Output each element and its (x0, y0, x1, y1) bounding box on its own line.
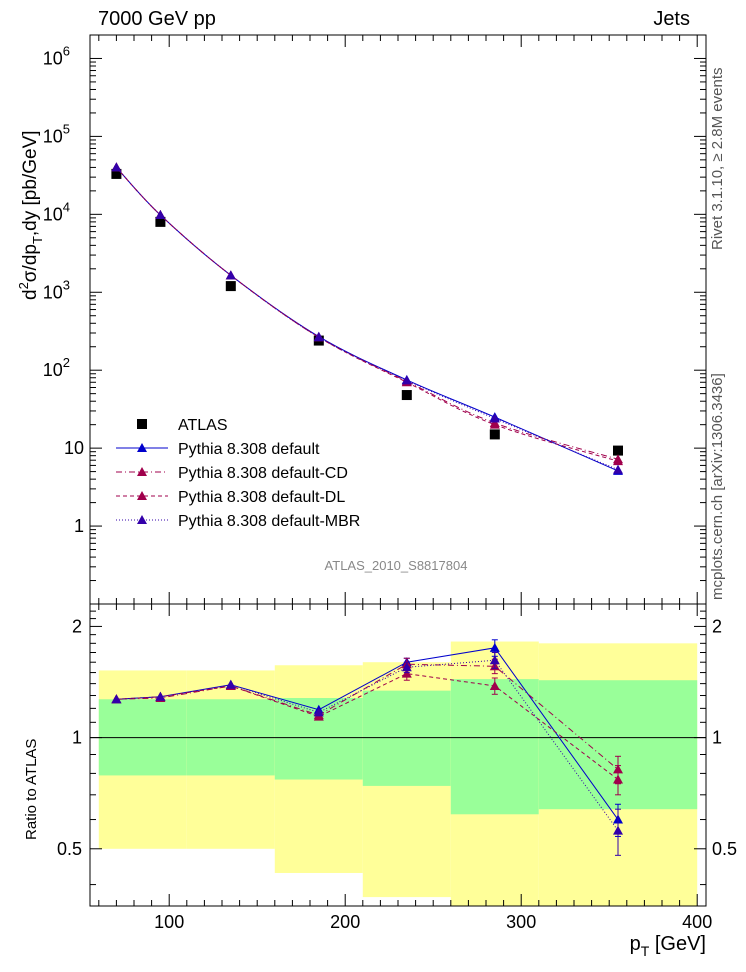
data-point-data (111, 168, 122, 179)
y-tick-label: 102 (43, 355, 70, 380)
ratio-point-dl (489, 680, 500, 690)
collision-label: 7000 GeV pp (98, 8, 216, 30)
data-point-mbr (313, 332, 324, 342)
process-label: Jets (653, 8, 690, 30)
data-point-dl (613, 456, 623, 466)
data-point-data (155, 216, 166, 227)
legend-item-mbr: Pythia 8.308 default-MBR (116, 513, 360, 530)
legend-item-default: Pythia 8.308 default (116, 441, 320, 458)
ratio-point-mbr (225, 679, 236, 689)
y-tick-label: 103 (43, 277, 70, 302)
data-point-mbr (155, 210, 166, 220)
x-axis-label: pT [GeV] (630, 933, 706, 959)
x-tick-label: 300 (506, 912, 536, 932)
ratio-plot (111, 639, 623, 856)
ratio-point-mbr (111, 694, 122, 704)
legend-label-default: Pythia 8.308 default (178, 441, 320, 458)
data-point-data (401, 390, 412, 401)
legend-label-dl: Pythia 8.308 default-DL (178, 489, 345, 506)
ratio-point-mbr (313, 707, 324, 717)
data-point-mbr (401, 375, 412, 385)
series-line-cd (116, 167, 619, 460)
legend-item-data: ATLAS (137, 417, 228, 434)
ratio-point-default (489, 642, 500, 652)
data-point-mbr (225, 270, 236, 280)
ratio-point-dl (613, 774, 623, 784)
data-point-mbr (613, 464, 623, 474)
data-point-dl (489, 419, 500, 429)
ratio-point-mbr (155, 691, 166, 701)
y-tick-label: 10 (64, 438, 84, 458)
data-point-data (225, 281, 236, 292)
x-tick-label: 400 (682, 912, 712, 932)
data-point-data (489, 429, 500, 440)
rivet-label: Rivet 3.1.10, ≥ 2.8M events (709, 68, 726, 251)
analysis-id-label: ATLAS_2010_S8817804 (325, 558, 468, 573)
legend: ATLAS Pythia 8.308 default Pythia 8.308 de… (116, 417, 360, 530)
data-point-mbr (489, 413, 500, 423)
ratio-point-mbr (401, 662, 412, 672)
data-point-mbr (111, 162, 122, 172)
ratio-point-mbr (489, 655, 500, 665)
y-tick-label: 1 (74, 516, 84, 536)
legend-marker-data (137, 419, 147, 429)
ratio-y-tick-label-right: 2 (712, 616, 722, 636)
ratio-y-axis-label: Ratio to ATLAS (23, 739, 40, 840)
legend-label-data: ATLAS (178, 417, 228, 434)
x-tick-label: 100 (154, 912, 184, 932)
legend-marker-default (137, 443, 147, 452)
legend-item-dl: Pythia 8.308 default-DL (116, 489, 345, 506)
ratio-point-dl (401, 668, 412, 678)
ratio-y-tick-label: 0.5 (57, 839, 82, 859)
band-inner-5 (450, 679, 539, 815)
ratio-series-mbr (111, 651, 623, 856)
band-inner-4 (362, 690, 451, 786)
ratio-uncertainty-bands (90, 641, 706, 906)
main-plot (111, 162, 623, 475)
series-data (111, 168, 623, 456)
y-tick-label: 104 (43, 199, 70, 224)
ratio-y-tick-label-right: 0.5 (712, 839, 737, 859)
main-y-axis-label: d2σ/dpT,dy [pb/GeV] (16, 130, 45, 300)
data-point-data (613, 445, 623, 456)
ratio-y-tick-label: 1 (72, 728, 82, 748)
legend-marker-dl (137, 491, 147, 500)
y-tick-label: 106 (43, 43, 70, 68)
y-tick-label: 105 (43, 121, 70, 146)
series-mbr (111, 162, 623, 474)
legend-marker-mbr (137, 515, 147, 524)
mcplots-label: mcplots.cern.ch [arXiv:1306.3436] (709, 373, 726, 600)
legend-marker-cd (137, 467, 147, 476)
axes: 100 200 300 400 1 10 102 103 104 105 106 0.5 0.5 1 1 2 2 (43, 34, 737, 932)
ratio-y-tick-label: 2 (72, 616, 82, 636)
legend-item-cd: Pythia 8.308 default-CD (116, 465, 348, 482)
legend-label-cd: Pythia 8.308 default-CD (178, 465, 348, 482)
x-tick-label: 200 (330, 912, 360, 932)
ratio-point-mbr (613, 825, 623, 835)
legend-label-mbr: Pythia 8.308 default-MBR (178, 513, 360, 530)
ratio-y-tick-label-right: 1 (712, 728, 722, 748)
